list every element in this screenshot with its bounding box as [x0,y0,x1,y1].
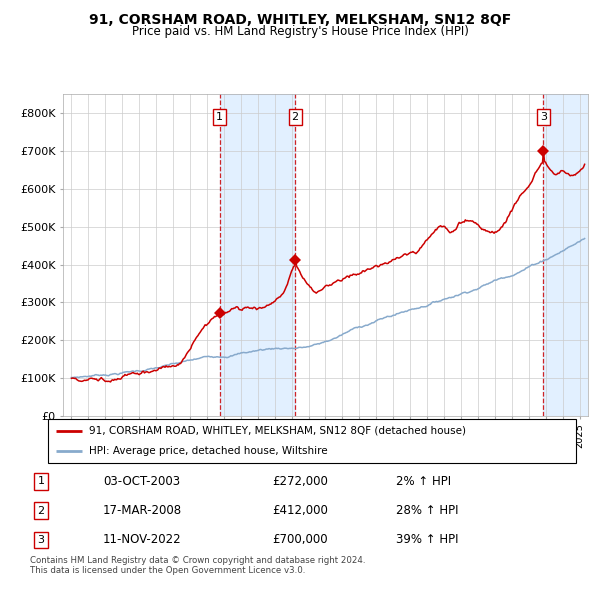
Text: 1: 1 [37,477,44,487]
Text: 39% ↑ HPI: 39% ↑ HPI [396,533,459,546]
Text: Price paid vs. HM Land Registry's House Price Index (HPI): Price paid vs. HM Land Registry's House … [131,25,469,38]
Text: HPI: Average price, detached house, Wiltshire: HPI: Average price, detached house, Wilt… [89,446,328,456]
FancyBboxPatch shape [48,419,576,463]
Bar [544,94,588,416]
Text: 3: 3 [37,535,44,545]
Text: 91, CORSHAM ROAD, WHITLEY, MELKSHAM, SN12 8QF (detached house): 91, CORSHAM ROAD, WHITLEY, MELKSHAM, SN1… [89,426,466,436]
Text: 28% ↑ HPI: 28% ↑ HPI [396,504,459,517]
Text: £272,000: £272,000 [272,475,328,488]
Text: 03-OCT-2003: 03-OCT-2003 [103,475,180,488]
Text: Contains HM Land Registry data © Crown copyright and database right 2024.
This d: Contains HM Land Registry data © Crown c… [30,556,365,575]
Text: 1: 1 [216,112,223,122]
Text: 3: 3 [540,112,547,122]
Text: 2: 2 [292,112,299,122]
Text: 91, CORSHAM ROAD, WHITLEY, MELKSHAM, SN12 8QF: 91, CORSHAM ROAD, WHITLEY, MELKSHAM, SN1… [89,13,511,27]
Text: 2: 2 [37,506,44,516]
Text: £412,000: £412,000 [272,504,328,517]
Text: 11-NOV-2022: 11-NOV-2022 [103,533,182,546]
Text: 2% ↑ HPI: 2% ↑ HPI [396,475,451,488]
Text: £700,000: £700,000 [272,533,328,546]
Bar [220,94,295,416]
Text: 17-MAR-2008: 17-MAR-2008 [103,504,182,517]
